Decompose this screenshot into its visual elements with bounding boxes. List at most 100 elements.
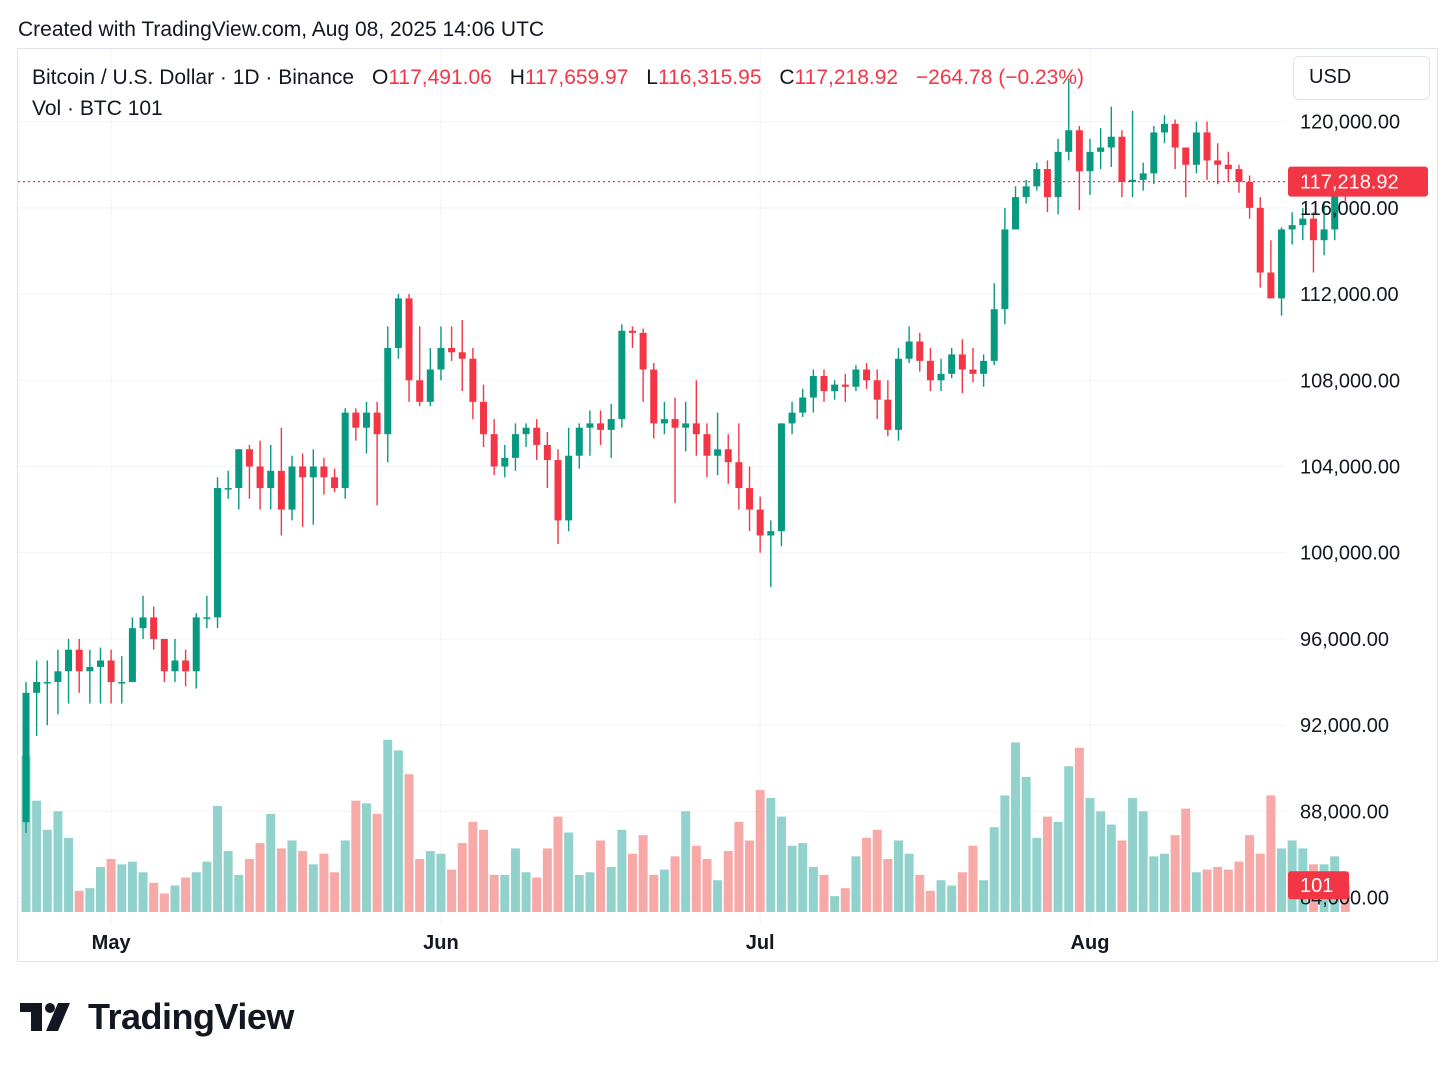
candle[interactable] — [628, 326, 636, 348]
candle[interactable] — [54, 649, 62, 715]
candle[interactable] — [75, 638, 83, 693]
candle[interactable] — [522, 423, 530, 448]
candle[interactable] — [1001, 207, 1009, 325]
candle[interactable] — [1288, 212, 1296, 245]
candle[interactable] — [714, 412, 722, 476]
candle[interactable] — [1299, 207, 1307, 241]
candle[interactable] — [394, 294, 402, 359]
candle[interactable] — [682, 401, 690, 452]
candle[interactable] — [809, 369, 817, 413]
candle[interactable] — [1150, 125, 1158, 185]
chart-frame[interactable] — [17, 48, 1438, 962]
candle[interactable] — [746, 466, 754, 532]
candle[interactable] — [1171, 119, 1179, 170]
candle[interactable] — [224, 470, 232, 499]
candle[interactable] — [33, 660, 41, 736]
candle[interactable] — [299, 453, 307, 527]
candle[interactable] — [320, 457, 328, 495]
candle[interactable] — [618, 324, 626, 428]
candle[interactable] — [777, 423, 785, 547]
candle[interactable] — [107, 649, 115, 704]
candle[interactable] — [405, 294, 413, 402]
candle[interactable] — [894, 347, 902, 441]
candle[interactable] — [1022, 179, 1030, 204]
candle[interactable] — [214, 477, 222, 629]
candle[interactable] — [245, 444, 253, 499]
candle[interactable] — [43, 660, 51, 726]
candle[interactable] — [511, 423, 519, 471]
candle[interactable] — [767, 520, 775, 588]
candle[interactable] — [554, 449, 562, 545]
candle[interactable] — [969, 347, 977, 383]
candle[interactable] — [980, 354, 988, 387]
candle[interactable] — [235, 449, 243, 510]
candle[interactable] — [277, 427, 285, 536]
candle[interactable] — [831, 380, 839, 400]
candle[interactable] — [724, 434, 732, 484]
candle[interactable] — [1075, 125, 1083, 211]
candle[interactable] — [650, 363, 658, 439]
candle[interactable] — [267, 444, 275, 510]
candle[interactable] — [565, 427, 573, 532]
candle[interactable] — [416, 326, 424, 407]
candle[interactable] — [990, 283, 998, 366]
candle[interactable] — [426, 347, 434, 407]
candle[interactable] — [543, 432, 551, 489]
candle[interactable] — [1139, 162, 1147, 191]
candle[interactable] — [1192, 121, 1200, 174]
candle[interactable] — [1246, 175, 1254, 219]
candle[interactable] — [288, 455, 296, 521]
candle[interactable] — [362, 401, 370, 454]
candle[interactable] — [160, 638, 168, 683]
candle[interactable] — [171, 638, 179, 683]
candle[interactable] — [1086, 138, 1094, 195]
candle[interactable] — [948, 347, 956, 379]
candle[interactable] — [331, 468, 339, 493]
candle[interactable] — [1182, 147, 1190, 198]
candle[interactable] — [788, 401, 796, 435]
candle[interactable] — [1267, 240, 1275, 299]
candle[interactable] — [490, 419, 498, 476]
candle[interactable] — [139, 595, 147, 639]
candle[interactable] — [1203, 121, 1211, 180]
candle[interactable] — [341, 408, 349, 499]
candle[interactable] — [926, 347, 934, 392]
candle[interactable] — [1235, 164, 1243, 193]
candle[interactable] — [96, 647, 104, 704]
candle[interactable] — [958, 339, 966, 394]
candle[interactable] — [1129, 110, 1137, 198]
candle[interactable] — [820, 369, 828, 402]
candle[interactable] — [150, 606, 158, 650]
candle[interactable] — [1160, 115, 1168, 144]
candle[interactable] — [586, 410, 594, 456]
candle[interactable] — [182, 649, 190, 687]
candle[interactable] — [863, 363, 871, 389]
candle[interactable] — [448, 326, 456, 361]
candle[interactable] — [65, 638, 73, 704]
symbol-label[interactable]: Bitcoin / U.S. Dollar · 1D · Binance — [32, 66, 355, 89]
candle[interactable] — [1097, 128, 1105, 170]
candle[interactable] — [916, 332, 924, 372]
candle[interactable] — [841, 373, 849, 402]
candle[interactable] — [575, 423, 583, 469]
candle[interactable] — [799, 388, 807, 417]
candle[interactable] — [1043, 160, 1051, 213]
currency-selector[interactable]: USD — [1293, 56, 1430, 100]
candle[interactable] — [597, 410, 605, 445]
candle[interactable] — [22, 682, 30, 833]
candle[interactable] — [373, 401, 381, 506]
candle[interactable] — [1012, 186, 1020, 230]
candle[interactable] — [905, 326, 913, 364]
candle[interactable] — [937, 358, 945, 392]
candle[interactable] — [852, 365, 860, 392]
candle[interactable] — [203, 595, 211, 629]
candle[interactable] — [352, 408, 360, 441]
candle[interactable] — [1065, 78, 1073, 161]
candle[interactable] — [873, 369, 881, 420]
candle[interactable] — [437, 326, 445, 381]
candle[interactable] — [1054, 138, 1062, 215]
candle[interactable] — [1320, 201, 1328, 256]
candle[interactable] — [533, 419, 541, 461]
candle[interactable] — [703, 423, 711, 478]
